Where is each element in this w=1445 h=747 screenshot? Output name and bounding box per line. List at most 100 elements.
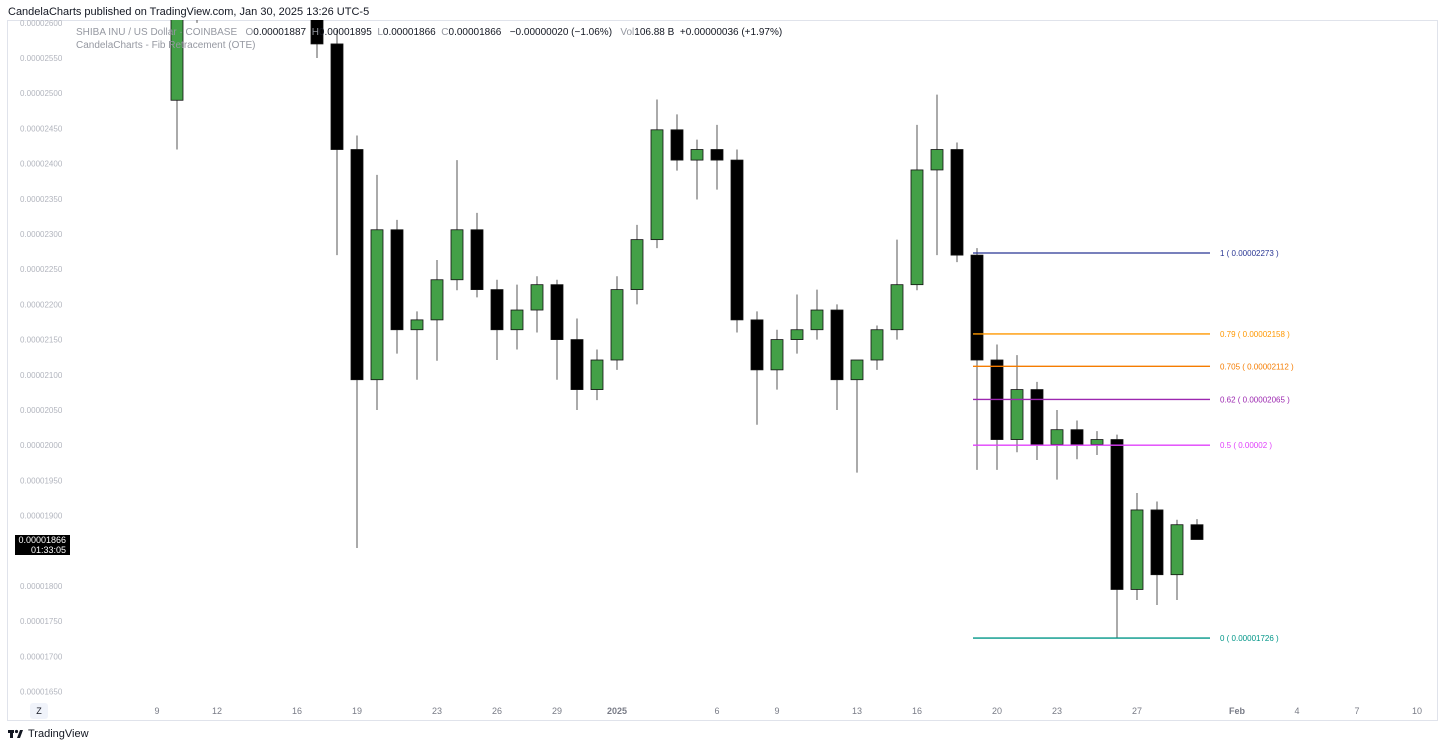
candle-body xyxy=(350,149,364,381)
candle-body xyxy=(1010,389,1024,440)
footer: TradingView xyxy=(8,728,89,740)
x-tick-label: 23 xyxy=(1052,706,1062,716)
candle-body xyxy=(370,229,384,381)
volume: 106.88 B xyxy=(634,27,675,38)
candle-body xyxy=(1050,429,1064,445)
ohlc: O0.00001887 H0.00001895 L0.00001866 C0.0… xyxy=(246,27,507,38)
y-tick-label: 0.00001750 xyxy=(20,617,63,626)
candle-body xyxy=(530,284,544,311)
candle-body xyxy=(630,239,644,291)
fib-label: 0.79 ( 0.00002158 ) xyxy=(1220,330,1290,339)
fib-label: 0.5 ( 0.00002 ) xyxy=(1220,441,1272,450)
x-tick-label: Feb xyxy=(1229,706,1246,716)
x-tick-label: 23 xyxy=(432,706,442,716)
candle-body xyxy=(670,129,684,161)
brand: TradingView xyxy=(28,728,89,740)
y-tick-label: 0.00001700 xyxy=(20,652,63,661)
candle-body xyxy=(690,149,704,161)
y-tick-label: 0.00002500 xyxy=(20,89,63,98)
candle-body xyxy=(470,229,484,291)
candle-body xyxy=(930,149,944,171)
change: −0.00000020 (−1.06%) xyxy=(509,27,613,38)
ohlc-value: 0.00001866 xyxy=(382,27,436,38)
x-tick-label: 2025 xyxy=(607,706,627,716)
volume-key: Vol xyxy=(620,27,635,38)
fib-label: 1 ( 0.00002273 ) xyxy=(1220,249,1279,258)
legend: SHIBA INU / US Dollar · COINBASE O0.0000… xyxy=(76,27,782,38)
candle-body xyxy=(1150,509,1164,576)
candle-body xyxy=(650,129,664,241)
fib-label: 0.62 ( 0.00002065 ) xyxy=(1220,395,1290,404)
ohlc-key: L xyxy=(377,27,383,38)
x-tick-label: 29 xyxy=(552,706,562,716)
x-tick-label: 9 xyxy=(774,706,779,716)
x-tick-label: 9 xyxy=(154,706,159,716)
candle-body xyxy=(710,149,724,161)
ohlc-value: 0.00001866 xyxy=(448,27,502,38)
candle-body xyxy=(610,289,624,361)
plot-area xyxy=(170,20,1210,639)
x-tick-label: 13 xyxy=(852,706,862,716)
x-tick-label: 19 xyxy=(352,706,362,716)
y-tick-label: 0.00002300 xyxy=(20,230,63,239)
x-tick-label: 12 xyxy=(212,706,222,716)
y-tick-label: 0.00002050 xyxy=(20,406,63,415)
countdown: 01:33:05 xyxy=(30,544,66,555)
candle-body xyxy=(550,284,564,340)
y-tick-label: 0.00002550 xyxy=(20,54,63,63)
y-tick-label: 0.00002200 xyxy=(20,300,63,309)
candle-body xyxy=(170,20,184,101)
fib-label: 0 ( 0.00001726 ) xyxy=(1220,634,1279,643)
x-tick-label: 16 xyxy=(292,706,302,716)
candle-body xyxy=(1090,439,1104,445)
ohlc-key: C xyxy=(441,27,449,38)
indicator-legend: CandelaCharts - Fib Retracement (OTE) xyxy=(76,40,256,51)
x-tick-label: 10 xyxy=(1412,706,1422,716)
y-tick-label: 0.00002350 xyxy=(20,195,63,204)
candle-body xyxy=(950,149,964,256)
y-tick-label: 0.00001950 xyxy=(20,476,63,485)
y-tick-label: 0.00002600 xyxy=(20,19,63,28)
y-tick-label: 0.00002400 xyxy=(20,160,63,169)
candle-body xyxy=(330,43,344,150)
candle-body xyxy=(390,229,404,331)
publish-header: CandelaCharts published on TradingView.c… xyxy=(8,6,370,18)
candle-body xyxy=(870,329,884,361)
y-tick-label: 0.00002000 xyxy=(20,441,63,450)
volume-change: +0.00000036 (+1.97%) xyxy=(679,27,783,38)
candle-body xyxy=(1130,509,1144,590)
candle-body xyxy=(850,359,864,381)
ohlc-key: H xyxy=(311,27,319,38)
price-badge: 0.00001866 01:33:05 xyxy=(15,535,70,555)
ohlc-value: 0.00001887 xyxy=(253,27,307,38)
y-tick-label: 0.00001900 xyxy=(20,512,63,521)
candle-body xyxy=(410,319,424,331)
candle-body xyxy=(770,339,784,371)
ohlc-key: O xyxy=(245,27,254,38)
x-tick-label: 16 xyxy=(912,706,922,716)
y-tick-label: 0.00002150 xyxy=(20,336,63,345)
x-tick-label: 20 xyxy=(992,706,1002,716)
y-tick-label: 0.00001800 xyxy=(20,582,63,591)
candle-body xyxy=(790,329,804,340)
candle-body xyxy=(510,309,524,331)
candle-body xyxy=(1110,439,1124,590)
chart-frame xyxy=(7,20,1438,721)
x-tick-label: 27 xyxy=(1132,706,1142,716)
candle-body xyxy=(1190,524,1204,540)
symbol: SHIBA INU / US Dollar · COINBASE xyxy=(76,27,238,38)
x-tick-label: 4 xyxy=(1294,706,1299,716)
y-tick-label: 0.00002450 xyxy=(20,124,63,133)
candle-body xyxy=(570,339,584,390)
candle-body xyxy=(830,309,844,381)
candle-body xyxy=(750,319,764,371)
candle-body xyxy=(810,309,824,331)
y-tick-label: 0.00002250 xyxy=(20,265,63,274)
zoom-label[interactable]: Z xyxy=(36,706,42,716)
candle-body xyxy=(1170,524,1184,576)
zoom-button[interactable] xyxy=(30,703,48,719)
candle-body xyxy=(730,159,744,321)
candle-body xyxy=(430,279,444,321)
